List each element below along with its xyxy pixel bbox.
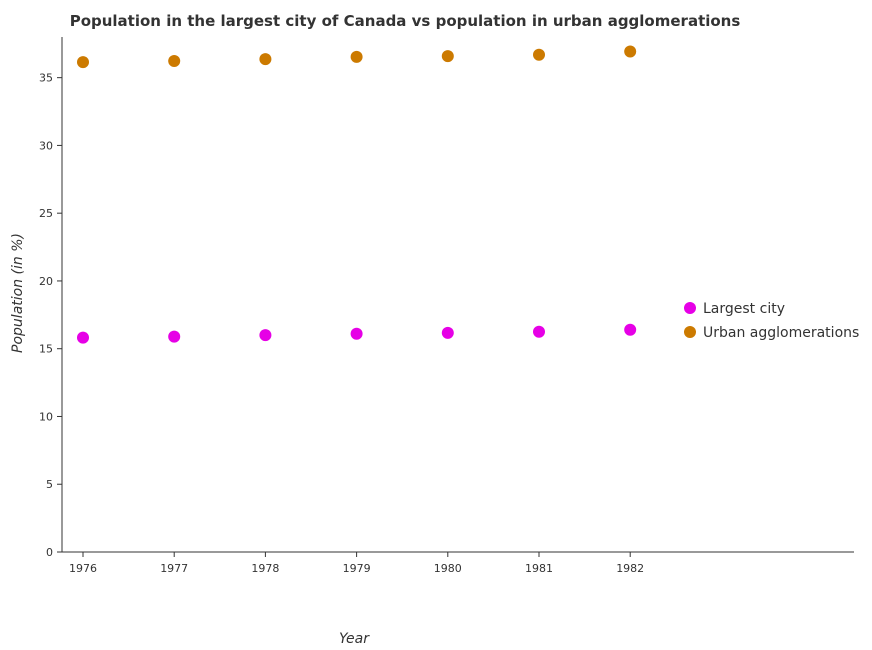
x-axis-title: Year bbox=[339, 631, 370, 647]
point-urban-agglomerations-1977 bbox=[168, 54, 181, 67]
x-tick-label: 1978 bbox=[251, 562, 279, 575]
x-tick-label: 1981 bbox=[525, 562, 553, 575]
y-tick-label: 10 bbox=[39, 410, 53, 423]
point-urban-agglomerations-1976 bbox=[77, 56, 89, 69]
point-urban-agglomerations-1981 bbox=[533, 48, 545, 61]
point-largest-city-1977 bbox=[168, 330, 181, 343]
data-points bbox=[77, 45, 637, 344]
point-largest-city-1978 bbox=[259, 329, 272, 342]
y-tick-label: 5 bbox=[46, 478, 53, 491]
x-tick-label: 1980 bbox=[434, 562, 462, 575]
y-tick-label: 15 bbox=[39, 343, 53, 356]
x-ticks: 1976 1977 1978 1979 1980 1981 1982 bbox=[69, 552, 644, 575]
point-urban-agglomerations-1980 bbox=[441, 50, 454, 63]
legend-marker-largest-city bbox=[684, 302, 696, 314]
y-tick-label: 0 bbox=[46, 546, 53, 559]
x-tick-label: 1976 bbox=[69, 562, 97, 575]
y-tick-label: 25 bbox=[39, 207, 53, 220]
point-urban-agglomerations-1978 bbox=[259, 53, 272, 66]
point-largest-city-1981 bbox=[533, 325, 545, 338]
legend-marker-urban-agglomerations bbox=[684, 326, 696, 338]
point-urban-agglomerations-1979 bbox=[350, 50, 363, 63]
point-largest-city-1980 bbox=[441, 326, 454, 339]
x-tick-label: 1979 bbox=[343, 562, 371, 575]
legend-label-largest-city: Largest city bbox=[703, 301, 785, 317]
x-tick-label: 1977 bbox=[160, 562, 188, 575]
point-largest-city-1979 bbox=[350, 327, 363, 340]
plot-area bbox=[61, 37, 854, 553]
y-tick-label: 35 bbox=[39, 72, 53, 85]
point-largest-city-1976 bbox=[77, 331, 89, 344]
legend: Largest city Urban agglomerations bbox=[684, 301, 859, 341]
y-tick-label: 30 bbox=[39, 139, 53, 152]
chart-title: Population in the largest city of Canada… bbox=[70, 12, 741, 30]
y-tick-label: 20 bbox=[39, 275, 53, 288]
y-axis-title: Population (in %) bbox=[10, 233, 26, 353]
point-urban-agglomerations-1982 bbox=[624, 45, 637, 58]
point-largest-city-1982 bbox=[624, 323, 637, 336]
legend-label-urban-agglomerations: Urban agglomerations bbox=[703, 325, 859, 341]
x-tick-label: 1982 bbox=[616, 562, 644, 575]
y-ticks: 0 5 10 15 20 25 30 35 bbox=[39, 72, 62, 559]
